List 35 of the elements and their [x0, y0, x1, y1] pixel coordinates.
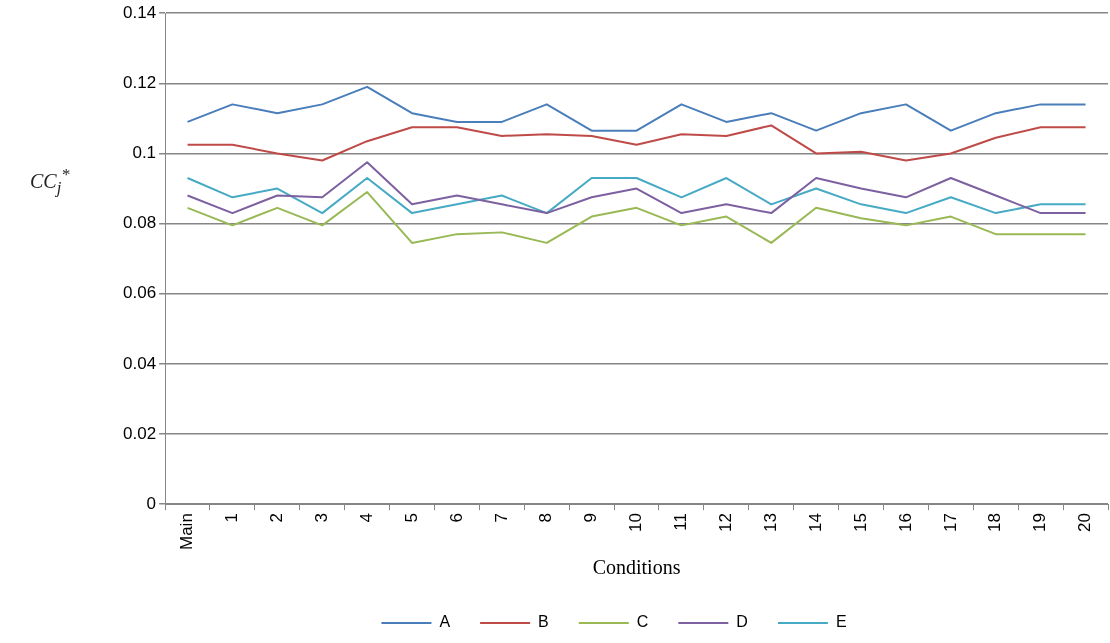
- x-axis-title: Conditions: [592, 556, 681, 579]
- y-tick-label: 0: [146, 493, 157, 513]
- x-tick-label: 11: [671, 513, 691, 531]
- y-tick-label: 0.1: [132, 143, 157, 163]
- x-tick-label: 12: [716, 513, 736, 533]
- x-tick-label: 15: [850, 513, 870, 533]
- x-tick-label: 8: [536, 513, 556, 523]
- x-tick-label: 2: [267, 513, 287, 523]
- x-tick-label: 9: [581, 513, 601, 523]
- y-tick-label: 0.04: [122, 353, 157, 373]
- legend-label: C: [636, 613, 649, 631]
- y-tick-label: 0.12: [122, 73, 157, 93]
- legend-label: D: [736, 613, 748, 631]
- x-tick-label: 20: [1075, 513, 1095, 533]
- y-tick-label: 0.06: [122, 283, 157, 303]
- x-tick-label: 13: [760, 513, 780, 533]
- x-tick-label: 10: [626, 513, 646, 533]
- x-tick-label: 1: [222, 513, 242, 523]
- x-tick-label: 6: [446, 513, 466, 523]
- y-tick-label: 0.14: [122, 2, 157, 22]
- y-tick-label: 0.08: [122, 213, 157, 233]
- x-tick-label: Main: [177, 513, 197, 551]
- x-tick-label: 19: [1030, 513, 1050, 533]
- x-tick-label: 14: [805, 513, 825, 533]
- legend-label: E: [835, 613, 847, 631]
- x-tick-label: 7: [491, 513, 511, 523]
- x-tick-label: 4: [356, 513, 376, 523]
- x-tick-label: 16: [895, 513, 915, 533]
- legend-label: A: [439, 613, 451, 631]
- legend-label: B: [538, 613, 549, 631]
- x-tick-label: 17: [940, 513, 960, 533]
- x-tick-label: 5: [401, 513, 421, 523]
- x-tick-label: 3: [311, 513, 331, 523]
- y-tick-label: 0.02: [122, 423, 157, 443]
- x-tick-label: 18: [985, 513, 1005, 533]
